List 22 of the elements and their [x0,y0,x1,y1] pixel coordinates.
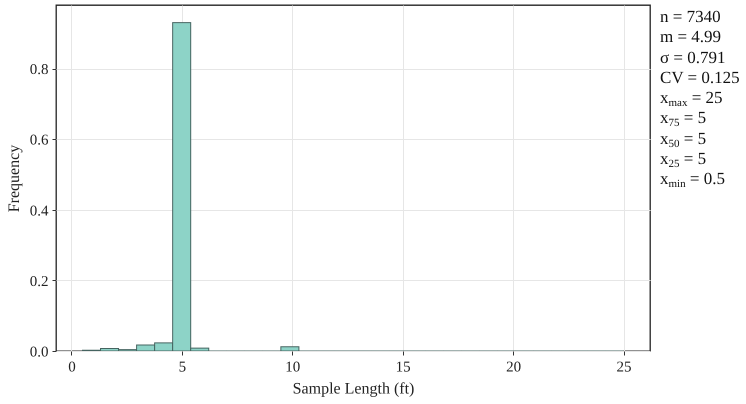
text: m = 4.99 [660,27,722,48]
text: n = 7340 [660,7,722,28]
y-tick-label: 0.4 [30,203,49,220]
x-tick-label: 10 [285,360,300,376]
text: x$_{25}$ = 5 [660,149,708,170]
y-tick-label: 0.8 [30,62,48,78]
text: σ = 0.791 [660,48,727,68]
y-tick-label: 0.2 [30,274,48,290]
x-tick-label: 20 [506,360,522,376]
y-tick-label: 0.6 [30,132,49,149]
text: x$_{50}$ = 5 [660,128,708,150]
text: x$_{75}$ = 5 [660,108,708,130]
x-axis-title: Sample Length (ft) [292,380,414,398]
y-axis-title: Frequency [6,144,23,212]
text: x$_{max}$ = 25 [660,88,724,110]
y-tick-label: 0.0 [30,344,48,360]
x-tick-label: 15 [396,360,411,376]
x-tick-label: 0 [68,360,76,376]
x-tick-label: 5 [178,360,186,376]
text: x$_{min}$ = 0.5 [660,169,726,190]
x-tick-label: 25 [616,360,632,376]
text: CV = 0.125 [660,68,740,88]
